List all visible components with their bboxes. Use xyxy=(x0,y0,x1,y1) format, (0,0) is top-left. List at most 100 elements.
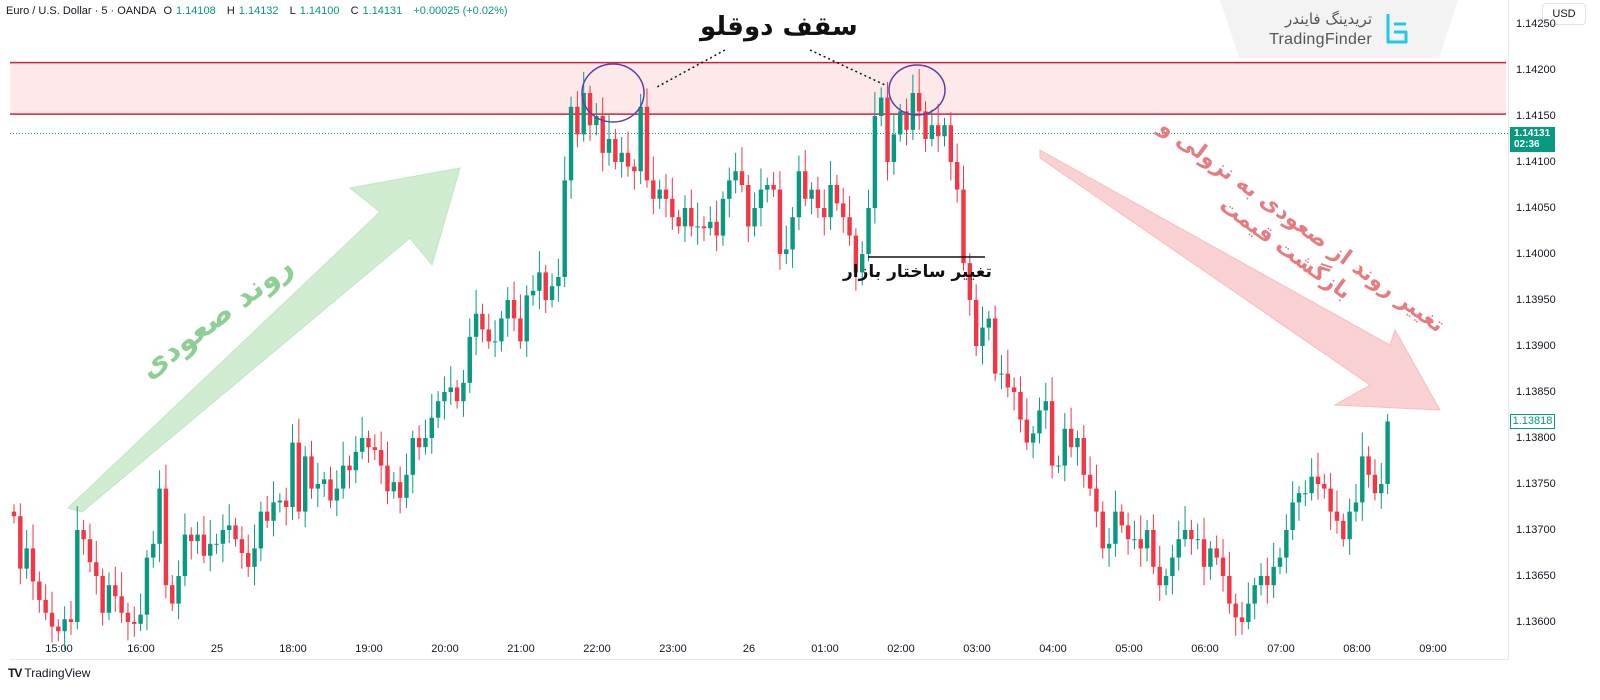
candle-body xyxy=(239,539,245,553)
candle-body xyxy=(454,387,460,402)
candle-body xyxy=(170,585,175,604)
candle-body xyxy=(1360,456,1365,503)
candle-body xyxy=(1062,428,1067,466)
candle-body xyxy=(1246,603,1251,622)
candle-body xyxy=(385,465,390,492)
candle-body xyxy=(435,401,441,418)
candle-body xyxy=(644,106,650,181)
candle-body xyxy=(1087,474,1093,489)
candle-body xyxy=(227,525,232,530)
candle-body xyxy=(765,185,770,190)
candle-body xyxy=(777,189,783,254)
currency-button[interactable]: USD xyxy=(1542,3,1586,25)
candle-body xyxy=(340,465,346,489)
candle-body xyxy=(1258,576,1264,586)
time-label: 22:00 xyxy=(583,643,611,655)
candle-body xyxy=(81,530,86,540)
candle-body xyxy=(701,226,707,229)
price-label: 1.13850 xyxy=(1516,386,1556,398)
candle-body xyxy=(619,152,624,162)
tradingview-logo[interactable]: TV TradingView xyxy=(8,666,91,680)
time-label: 15:00 xyxy=(45,643,73,655)
candle-body xyxy=(132,622,137,624)
candlestick-chart[interactable] xyxy=(0,0,1508,660)
candle-body xyxy=(556,277,561,287)
candle-body xyxy=(1075,438,1080,448)
downtrend-arrow-icon xyxy=(1039,149,1441,411)
resistance-zone xyxy=(10,62,1506,115)
candle-body xyxy=(904,111,909,130)
candle-body xyxy=(1157,566,1162,586)
time-axis-border xyxy=(10,659,1508,660)
candle-body xyxy=(315,484,321,489)
candle-body xyxy=(189,534,194,542)
candle-body xyxy=(872,116,878,208)
pointer-right xyxy=(809,49,886,86)
price-label: 1.14200 xyxy=(1516,64,1556,76)
candle-body xyxy=(359,438,365,452)
candle-body xyxy=(1366,456,1371,475)
candle-body xyxy=(461,382,466,402)
candle-body xyxy=(1277,557,1283,567)
change-value: +0.00025 (+0.02%) xyxy=(413,5,508,17)
candle-body xyxy=(954,162,960,190)
candle-body xyxy=(1385,421,1390,484)
open-value: 1.14108 xyxy=(176,5,216,17)
candle-body xyxy=(543,272,548,300)
time-label: 23:00 xyxy=(659,643,687,655)
candle-body xyxy=(328,479,333,501)
candle-body xyxy=(879,97,884,116)
candle-body xyxy=(1182,530,1188,540)
candle-body xyxy=(562,180,567,277)
candle-body xyxy=(334,488,340,501)
current-price-tag: 1.14131 02:36 xyxy=(1510,127,1555,152)
time-label: 07:00 xyxy=(1267,643,1295,655)
candle-body xyxy=(714,221,719,236)
candle-body xyxy=(663,189,669,199)
candle-body xyxy=(480,313,485,330)
candle-body xyxy=(853,235,859,273)
candle-body xyxy=(1056,465,1061,467)
candle-body xyxy=(834,185,840,204)
time-label: 02:00 xyxy=(887,643,915,655)
price-label: 1.14100 xyxy=(1516,156,1556,168)
candle-body xyxy=(967,263,973,300)
candle-body xyxy=(75,530,80,622)
candle-body xyxy=(961,189,966,264)
candle-body xyxy=(689,208,694,227)
candle-body xyxy=(682,208,688,227)
candle-body xyxy=(606,139,612,153)
price-axis[interactable] xyxy=(1508,0,1600,660)
candle-body xyxy=(182,534,188,576)
candle-body xyxy=(1347,511,1352,540)
candle-body xyxy=(144,557,150,615)
candle-body xyxy=(1303,493,1308,495)
candle-body xyxy=(1284,530,1289,558)
price-label: 1.13700 xyxy=(1516,524,1556,536)
candle-body xyxy=(1024,419,1029,443)
candle-body xyxy=(720,198,726,236)
candle-body xyxy=(296,442,302,512)
time-label: 19:00 xyxy=(355,643,383,655)
time-label: 04:00 xyxy=(1039,643,1067,655)
candle-body xyxy=(625,152,631,167)
candle-body xyxy=(1068,428,1074,448)
candle-body xyxy=(758,189,764,208)
candle-body xyxy=(24,548,29,569)
candle-body xyxy=(676,217,681,227)
candle-body xyxy=(201,534,207,556)
candle-body xyxy=(1144,530,1150,549)
candle-body xyxy=(1195,539,1200,541)
candle-body xyxy=(948,125,954,162)
candle-body xyxy=(1334,511,1340,521)
symbol-title: Euro / U.S. Dollar · 5 · OANDA xyxy=(6,5,157,17)
candle-body xyxy=(1341,520,1346,540)
candle-body xyxy=(537,272,542,291)
candle-body xyxy=(87,539,93,563)
candle-body xyxy=(1005,373,1011,388)
price-label: 1.13650 xyxy=(1516,570,1556,582)
candle-body xyxy=(847,217,852,236)
candle-body xyxy=(942,125,947,137)
candle-body xyxy=(822,208,827,218)
close-value: 1.14131 xyxy=(362,5,403,17)
